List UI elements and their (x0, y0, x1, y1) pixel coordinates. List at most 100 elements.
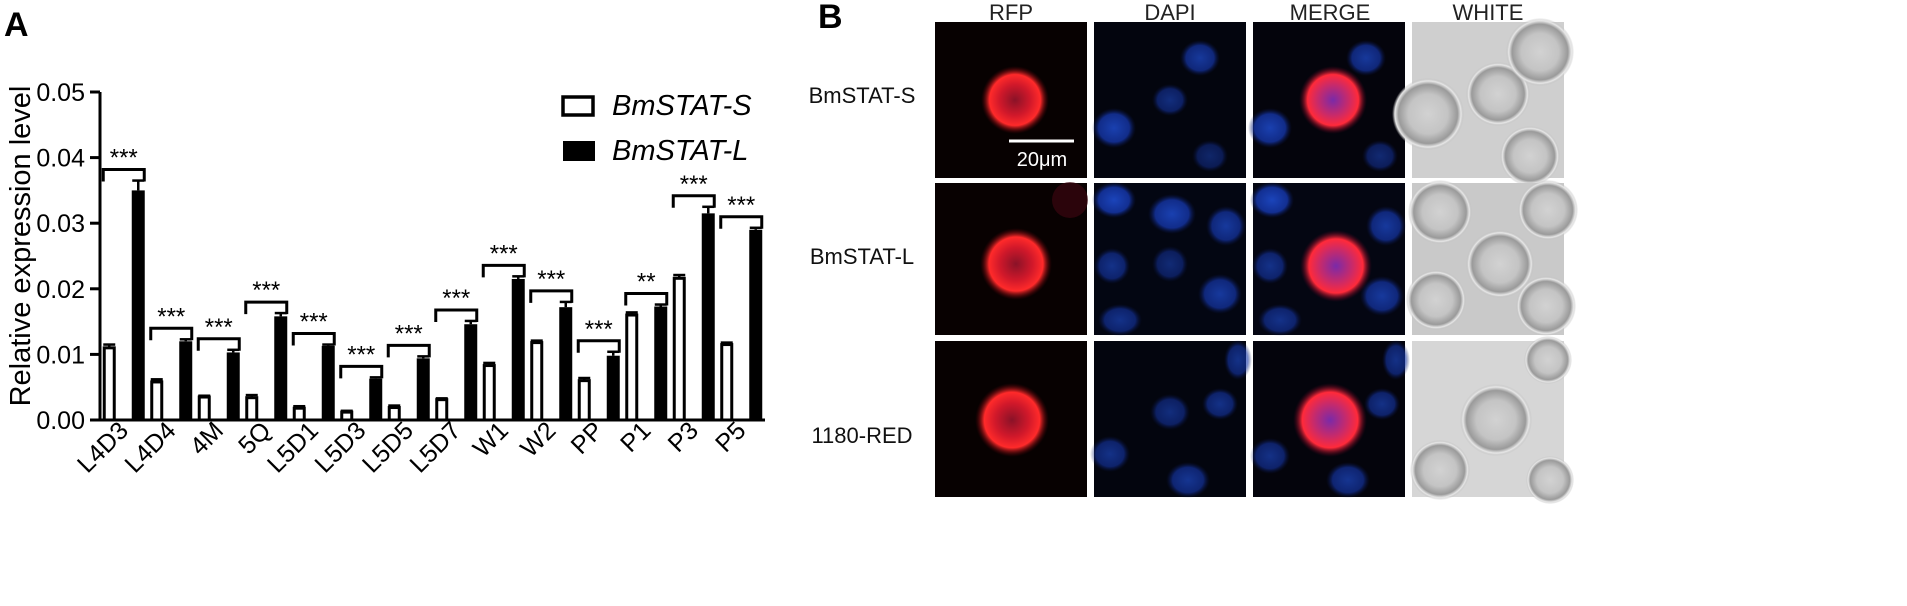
panel-label-b: B (818, 0, 843, 36)
significance-bracket (576, 339, 621, 353)
y-axis-label: Relative expression level (5, 86, 37, 407)
y-tick-label: 0.00 (36, 407, 85, 435)
x-tick-label: P5 (710, 416, 751, 457)
significance-bracket (149, 326, 194, 341)
bar-bmstat-l (416, 358, 430, 420)
significance-bracket (291, 332, 336, 346)
x-tick-label: PP (566, 416, 609, 459)
bar-bmstat-s (150, 380, 164, 422)
bar-bmstat-l (274, 316, 288, 420)
significance-bracket (624, 292, 669, 306)
significance-label: *** (347, 341, 375, 368)
column-header-rfp: RFP (989, 0, 1033, 25)
micrograph-row-labels: BmSTAT-S BmSTAT-L 1180-RED (809, 83, 916, 448)
row-label-1180-red: 1180-RED (811, 423, 912, 448)
image-white-bmstat-s (1392, 18, 1574, 186)
x-tick-label: L4D4 (119, 416, 181, 478)
image-rfp-1180-red (935, 341, 1087, 497)
image-rfp-bmstat-s (935, 22, 1087, 178)
bar-bmstat-l (606, 355, 620, 420)
micrograph-column-headers: RFP DAPI MERGE WHITE (989, 0, 1523, 25)
significance-label: *** (537, 266, 565, 293)
significance-label: ** (637, 269, 656, 296)
significance-bracket (434, 308, 479, 322)
row-label-bmstat-s: BmSTAT-S (809, 83, 916, 108)
panel-label-a: A (4, 6, 29, 44)
y-tick-label: 0.05 (36, 79, 85, 107)
x-tick-label: P3 (663, 416, 704, 457)
bar-bmstat-l (226, 352, 240, 420)
bar-bmstat-l (321, 345, 335, 420)
significance-bracket (244, 300, 289, 315)
bar-bmstat-s (530, 341, 544, 422)
x-tick-label: W2 (515, 416, 561, 462)
bar-bmstat-l (701, 213, 715, 420)
image-merge-bmstat-s: 20μm (1009, 22, 1405, 178)
y-tick-label: 0.03 (36, 210, 85, 238)
bar-bmstat-l (559, 307, 573, 420)
bar-bmstat-l (654, 306, 668, 420)
x-tick-label: L5D3 (309, 416, 371, 478)
image-merge-1180-red (1250, 340, 1410, 498)
significance-bracket (671, 194, 716, 208)
bar-bmstat-s (625, 313, 639, 422)
significance-bracket (196, 337, 241, 351)
significance-label: *** (395, 320, 423, 347)
significance-label: *** (442, 285, 470, 312)
bar-bmstat-l (511, 278, 525, 420)
legend-swatch-bmstat-s (561, 95, 595, 117)
bar-bmstat-s (577, 379, 591, 422)
legend-label-bmstat-l: BmSTAT-L (612, 135, 748, 167)
error-bars (103, 179, 762, 413)
column-header-dapi: DAPI (1144, 0, 1195, 25)
y-tick-label: 0.01 (36, 341, 85, 369)
x-tick-label: L5D5 (357, 416, 419, 478)
image-dapi-bmstat-s (1092, 22, 1246, 178)
bar-bmstat-s (672, 276, 686, 422)
x-tick-label: 4M (185, 416, 229, 460)
legend-label-bmstat-s: BmSTAT-S (612, 90, 752, 122)
legend: BmSTAT-S BmSTAT-L (561, 90, 752, 167)
micrograph-grid: 20μm (935, 18, 1578, 504)
significance-label: *** (585, 316, 613, 343)
significance-label: *** (252, 277, 280, 304)
image-dapi-bmstat-l (1092, 182, 1246, 336)
image-white-1180-red (1410, 336, 1574, 504)
column-header-merge: MERGE (1290, 0, 1371, 25)
significance-bracket (481, 263, 526, 278)
significance-bracket (386, 343, 431, 358)
bar-bmstat-l (464, 324, 478, 420)
bar-bmstat-l (369, 378, 383, 420)
significance-label: *** (110, 145, 138, 172)
image-white-bmstat-l (1406, 180, 1578, 336)
significance-label: *** (300, 309, 328, 336)
significance-brackets: ****** **********************************… (101, 145, 764, 379)
bar-bmstat-l (131, 190, 145, 420)
row-label-bmstat-l: BmSTAT-L (810, 244, 914, 269)
x-tick-label: W1 (468, 416, 514, 462)
bar-bmstat-s (102, 346, 116, 422)
significance-label: *** (490, 240, 518, 267)
scale-bar-label: 20μm (1017, 149, 1067, 171)
legend-swatch-bmstat-l (563, 141, 595, 161)
significance-label: *** (205, 314, 233, 341)
significance-bracket (101, 168, 146, 182)
bar-bmstat-s (482, 364, 496, 422)
significance-bracket (719, 215, 764, 229)
y-tick-label: 0.04 (36, 145, 85, 173)
image-rfp-bmstat-l (935, 182, 1088, 335)
significance-label: *** (727, 192, 755, 219)
significance-bracket (529, 289, 574, 303)
column-header-white: WHITE (1453, 0, 1524, 25)
image-dapi-1180-red (1090, 340, 1252, 498)
x-tick-label: P1 (615, 416, 656, 457)
y-tick-label: 0.02 (36, 276, 85, 304)
x-tick-label: L5D7 (404, 416, 466, 478)
image-merge-bmstat-l (1250, 182, 1406, 336)
bar-bmstat-l (749, 229, 763, 420)
bar-chart: Relative expression level 0.00 0.01 0.02 0.… (5, 79, 765, 479)
significance-label: *** (157, 303, 185, 330)
significance-bracket (339, 364, 384, 379)
